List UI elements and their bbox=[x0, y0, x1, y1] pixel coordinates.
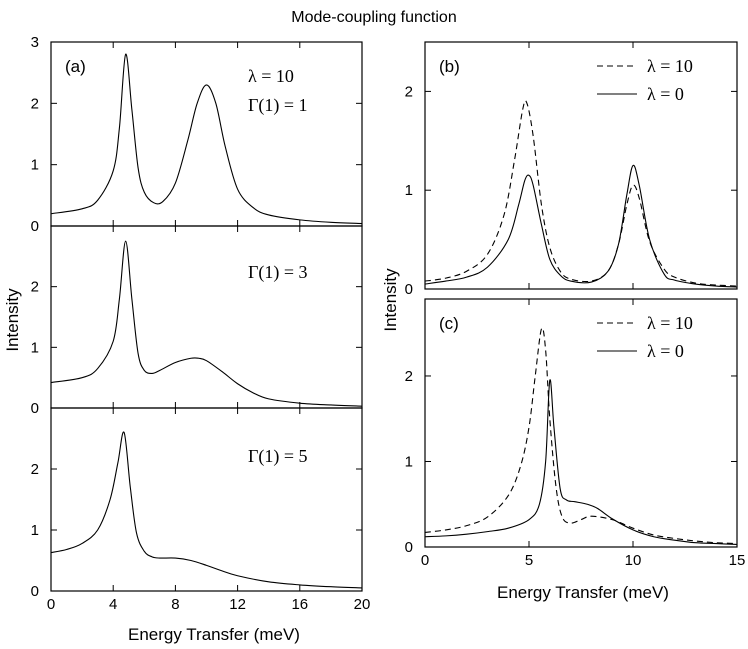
annotation: Γ(1) = 1 bbox=[248, 95, 308, 116]
series-line-lambda-0 bbox=[50, 240, 363, 407]
figure-title: Mode-coupling function bbox=[291, 9, 456, 26]
panel-label: (b) bbox=[439, 57, 460, 76]
y-tick-label: 0 bbox=[31, 218, 39, 235]
legend-label: λ = 0 bbox=[647, 341, 684, 361]
y-tick-label: 1 bbox=[405, 182, 413, 199]
series-line-lambda-0 bbox=[50, 53, 363, 225]
annotation: Γ(1) = 3 bbox=[248, 262, 308, 283]
y-tick-label: 0 bbox=[405, 539, 413, 556]
y-tick-label: 0 bbox=[31, 400, 39, 417]
x-tick-label: 20 bbox=[354, 596, 371, 613]
x-tick-label: 8 bbox=[171, 596, 179, 613]
x-tick-label: 15 bbox=[729, 552, 746, 569]
y-tick-label: 3 bbox=[31, 34, 39, 51]
y-tick-label: 0 bbox=[31, 583, 39, 600]
panel-a2: 0 1 2 Γ(1) = 3 bbox=[31, 225, 363, 417]
series-line-lambda-0 bbox=[50, 431, 363, 589]
series-line-lambda-0 bbox=[424, 164, 738, 288]
series-line-lambda-10 bbox=[424, 100, 738, 287]
series-line-lambda-10 bbox=[424, 327, 738, 545]
y-tick-label: 2 bbox=[31, 461, 39, 478]
plot-frame bbox=[50, 41, 363, 227]
right-ylabel: Intensity bbox=[381, 268, 400, 332]
panel-label: (c) bbox=[439, 314, 459, 333]
y-tick-label: 1 bbox=[405, 453, 413, 470]
x-tick-label: 12 bbox=[229, 596, 246, 613]
legend-label: λ = 0 bbox=[647, 84, 684, 104]
x-tick-label: 16 bbox=[291, 596, 308, 613]
x-tick-label: 10 bbox=[625, 552, 642, 569]
series-line-lambda-0 bbox=[424, 379, 738, 545]
legend-label: λ = 10 bbox=[647, 56, 693, 76]
y-tick-label: 1 bbox=[31, 339, 39, 356]
panel-label: (a) bbox=[65, 57, 86, 76]
left-xlabel: Energy Transfer (meV) bbox=[128, 625, 300, 644]
x-tick-label: 5 bbox=[525, 552, 533, 569]
panel-b: 0 1 2 (b) λ = 10 λ = 0 bbox=[405, 41, 738, 298]
y-tick-label: 2 bbox=[31, 279, 39, 296]
y-tick-label: 2 bbox=[405, 83, 413, 100]
plot-frame bbox=[424, 298, 738, 548]
plot-frame bbox=[50, 407, 363, 592]
y-tick-label: 1 bbox=[31, 522, 39, 539]
annotation: λ = 10 bbox=[248, 66, 294, 86]
x-tick-label: 0 bbox=[47, 596, 55, 613]
plot-frame bbox=[50, 225, 363, 409]
y-tick-label: 0 bbox=[405, 281, 413, 298]
y-tick-label: 1 bbox=[31, 157, 39, 174]
panel-a1: 0 1 2 3 (a) λ = 10 Γ(1) = 1 bbox=[31, 34, 363, 235]
left-ylabel: Intensity bbox=[3, 288, 22, 352]
plot-frame bbox=[424, 41, 738, 290]
legend-label: λ = 10 bbox=[647, 313, 693, 333]
annotation: Γ(1) = 5 bbox=[248, 446, 308, 467]
panel-c: 0 5 10 15 0 1 2 (c) λ = 10 λ = 0 bbox=[405, 298, 746, 569]
x-tick-label: 0 bbox=[421, 552, 429, 569]
y-tick-label: 2 bbox=[31, 95, 39, 112]
y-tick-label: 2 bbox=[405, 368, 413, 385]
right-xlabel: Energy Transfer (meV) bbox=[497, 583, 669, 602]
x-tick-label: 4 bbox=[109, 596, 117, 613]
